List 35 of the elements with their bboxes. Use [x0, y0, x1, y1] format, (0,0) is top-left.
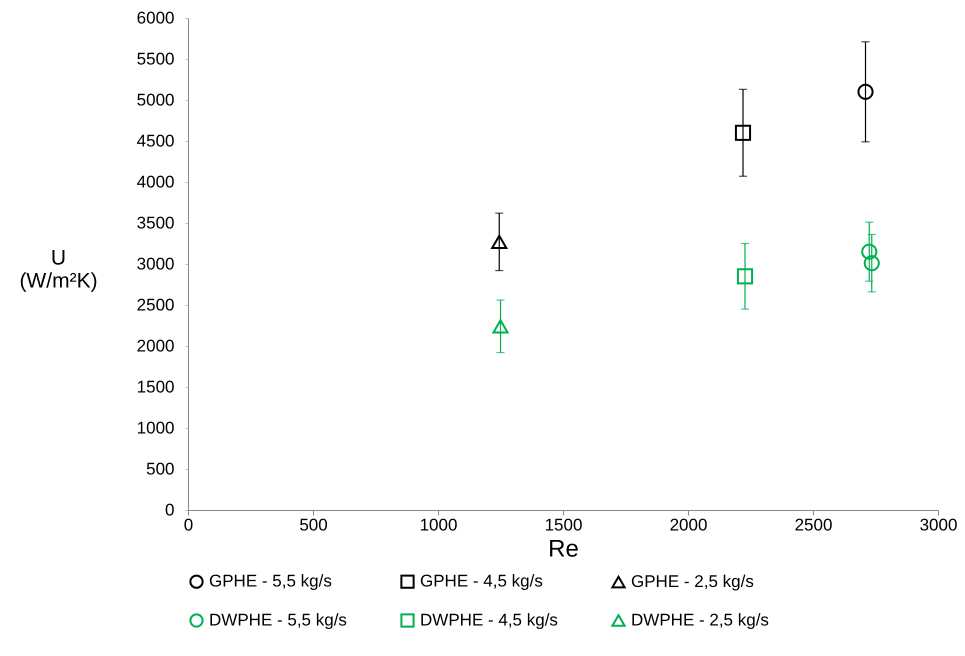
- x-tick-label: 2500: [794, 516, 832, 534]
- legend-label: GPHE - 2,5 kg/s: [631, 572, 754, 592]
- point: [736, 268, 754, 284]
- legend-label: DWPHE - 4,5 kg/s: [420, 610, 558, 630]
- legend-label: GPHE - 5,5 kg/s: [209, 572, 332, 591]
- x-tick-label: 2000: [670, 516, 708, 534]
- y-tick-label: 1000: [136, 418, 174, 438]
- y-axis-title: U (W/m²K): [19, 246, 98, 292]
- y-tick-label: 3000: [136, 254, 174, 274]
- legend-label: DWPHE - 2,5 kg/s: [631, 610, 769, 630]
- point: [492, 319, 509, 334]
- y-tick-label: 3500: [136, 214, 174, 232]
- y-tick-label: 5000: [136, 90, 174, 110]
- point: [857, 84, 874, 100]
- x-tick-label: 1500: [544, 516, 582, 534]
- x-tick-label: 1000: [420, 516, 458, 534]
- x-tick-label: 3000: [920, 516, 958, 534]
- x-axis-title: Re: [548, 536, 579, 562]
- y-tick-label: 1500: [136, 378, 174, 396]
- x-tick-label: 0: [184, 516, 194, 534]
- x-tick-label: 500: [299, 516, 328, 534]
- legend-label: DWPHE - 5,5 kg/s: [209, 610, 347, 630]
- y-tick-label: 5500: [136, 50, 174, 68]
- point: [491, 234, 508, 249]
- y-tick-label: 4000: [136, 172, 174, 192]
- point: [861, 244, 878, 260]
- y-tick-label: 2500: [136, 296, 174, 314]
- point: [734, 124, 752, 141]
- y-tick-label: 500: [146, 460, 174, 478]
- y-tick-label: 6000: [136, 8, 174, 28]
- legend-label: GPHE - 4,5 kg/s: [420, 572, 543, 591]
- y-tick-label: 4500: [136, 132, 174, 150]
- y-tick-label: 0: [165, 500, 174, 520]
- y-tick-label: 2000: [136, 336, 174, 356]
- point: [864, 255, 880, 272]
